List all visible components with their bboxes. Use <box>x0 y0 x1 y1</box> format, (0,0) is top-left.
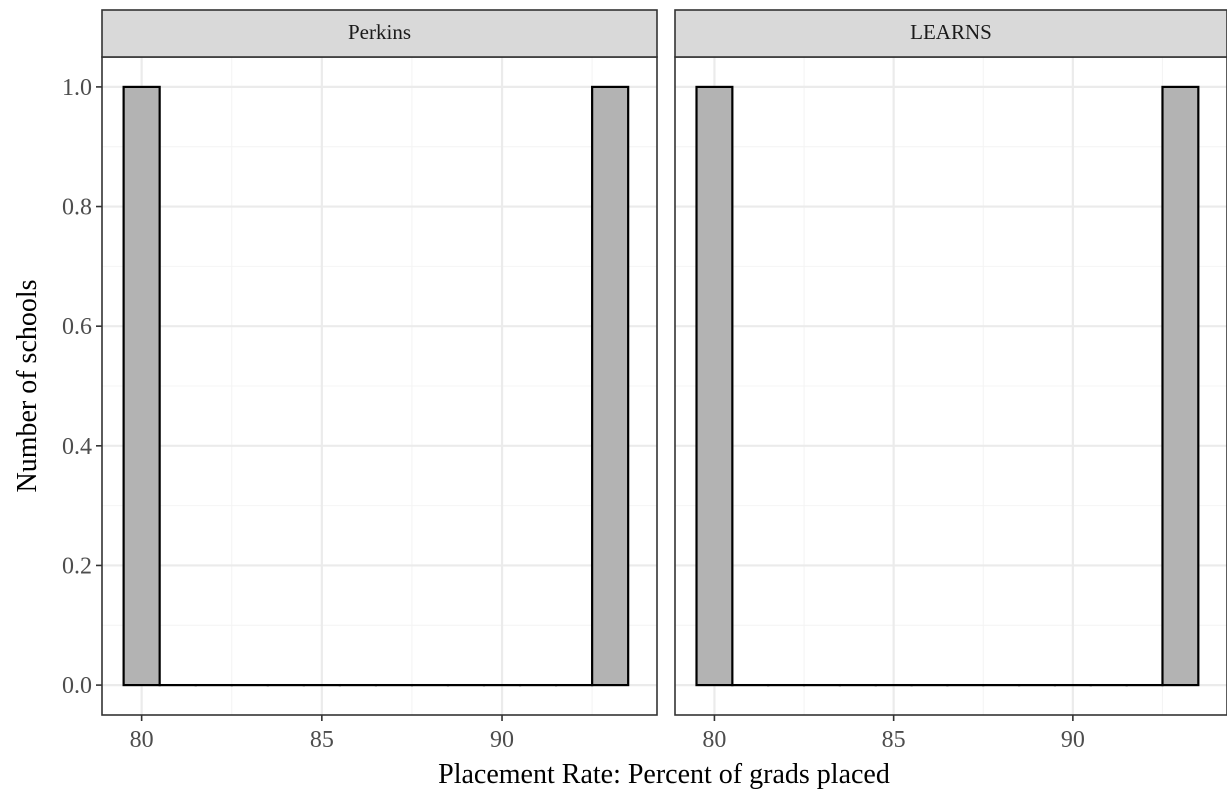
y-tick-label: 0.2 <box>62 553 92 579</box>
y-tick-label: 0.0 <box>62 673 92 699</box>
x-axis-title: Placement Rate: Percent of grads placed <box>438 759 890 790</box>
histogram-bar <box>1162 87 1198 685</box>
y-tick-label: 0.4 <box>62 434 92 460</box>
y-tick-label: 0.6 <box>62 314 92 340</box>
facet-panel-perkins: Perkins 80 85 90 <box>52 10 657 753</box>
facet-panels: Perkins 80 85 90 LEARNS 80 85 90 <box>52 10 1227 753</box>
y-axis-title: Number of schools <box>12 279 43 492</box>
histogram-bar <box>697 87 733 685</box>
facet-strip-label: Perkins <box>348 20 411 44</box>
facet-panel-learns: LEARNS 80 85 90 <box>625 10 1227 753</box>
y-axis: 0.0 0.2 0.4 0.6 0.8 1.0 <box>62 75 102 699</box>
x-tick-label: 85 <box>310 727 334 753</box>
x-tick-label: 80 <box>702 727 726 753</box>
histogram-bar <box>592 87 628 685</box>
x-tick-label: 85 <box>882 727 906 753</box>
y-tick-label: 1.0 <box>62 75 92 101</box>
facet-strip-label: LEARNS <box>910 20 992 44</box>
histogram-bar <box>124 87 160 685</box>
x-tick-label: 90 <box>490 727 514 753</box>
x-tick-label: 90 <box>1061 727 1085 753</box>
y-tick-label: 0.8 <box>62 195 92 221</box>
x-tick-label: 80 <box>130 727 154 753</box>
